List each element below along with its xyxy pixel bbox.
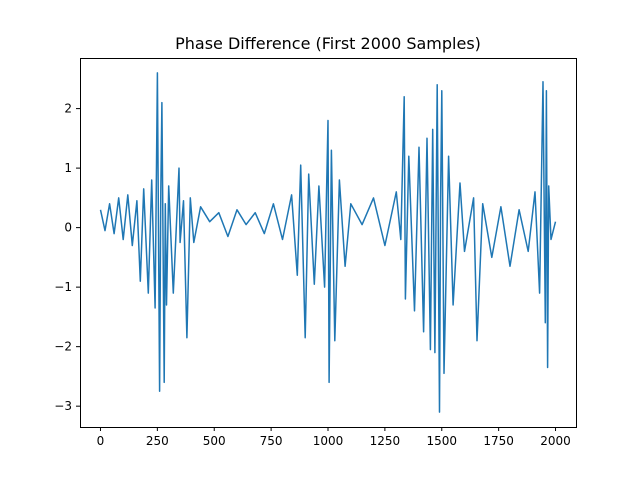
- x-tick-label: 500: [203, 434, 226, 448]
- x-axis: 0 250 500 750 1000 1250 1500 1750 2000: [97, 427, 571, 448]
- chart-title: Phase Difference (First 2000 Samples): [175, 34, 481, 53]
- x-tick-label: 1250: [370, 434, 401, 448]
- y-tick-label: 1: [64, 161, 72, 175]
- y-tick-label: −3: [54, 399, 72, 413]
- y-axis: −3 −2 −1 0 1 2: [54, 102, 80, 413]
- y-tick-label: 2: [64, 102, 72, 116]
- x-tick-label: 1750: [483, 434, 514, 448]
- x-tick-label: 250: [146, 434, 169, 448]
- x-tick-label: 1500: [426, 434, 457, 448]
- y-tick-label: −1: [54, 280, 72, 294]
- x-tick-label: 2000: [540, 434, 571, 448]
- y-tick-label: −2: [54, 340, 72, 354]
- series-line-0: [99, 72, 557, 413]
- x-tick-label: 750: [260, 434, 283, 448]
- y-tick-label: 0: [64, 221, 72, 235]
- series-layer: [99, 72, 557, 413]
- x-tick-label: 0: [97, 434, 105, 448]
- x-tick-label: 1000: [313, 434, 344, 448]
